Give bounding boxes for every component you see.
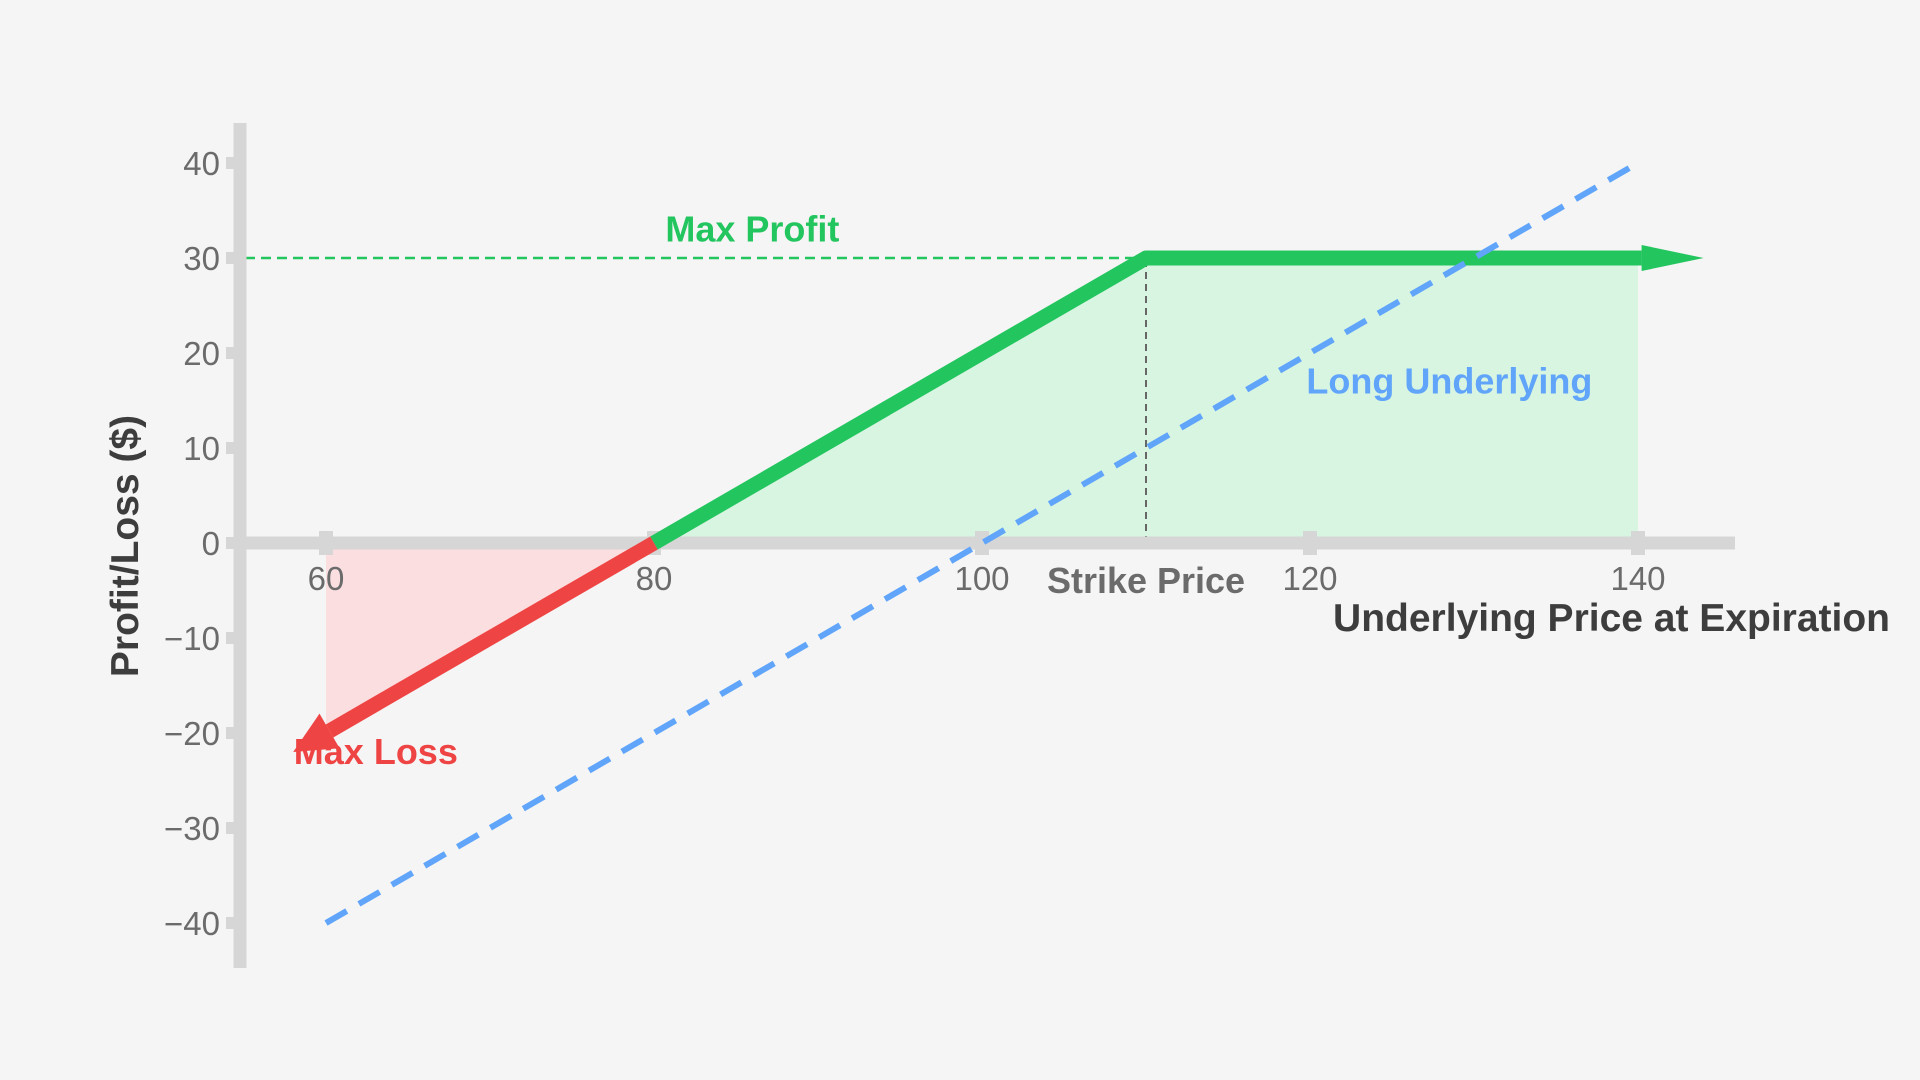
y-tick-mark xyxy=(226,157,240,169)
x-tick-mark xyxy=(319,531,333,555)
payoff-loss-arrowhead xyxy=(293,713,340,752)
y-tick-label: 40 xyxy=(183,145,220,182)
y-tick-mark xyxy=(226,822,240,834)
y-tick-mark xyxy=(226,537,240,549)
long-underlying-label: Long Underlying xyxy=(1306,361,1592,402)
y-tick-mark xyxy=(226,917,240,929)
x-tick-label: 80 xyxy=(636,560,673,597)
y-tick-label: 10 xyxy=(183,430,220,467)
payoff-profit-line xyxy=(650,250,1642,550)
x-tick-mark xyxy=(1303,531,1317,555)
y-tick-label: −10 xyxy=(164,620,220,657)
x-tick-mark xyxy=(1631,531,1645,555)
y-tick-mark xyxy=(226,727,240,739)
y-tick-label: 30 xyxy=(183,240,220,277)
payoff-loss-line xyxy=(325,536,658,738)
strike-price-label: Strike Price xyxy=(1047,560,1245,601)
y-tick-mark xyxy=(226,347,240,359)
long-underlying-line xyxy=(324,160,1640,926)
series xyxy=(293,160,1704,926)
shaded-regions xyxy=(326,258,1638,733)
y-tick-label: −20 xyxy=(164,715,220,752)
max-profit-label: Max Profit xyxy=(665,209,839,250)
y-axis-title: Profit/Loss ($) xyxy=(104,415,147,677)
y-tick-label: −30 xyxy=(164,810,220,847)
y-tick-mark xyxy=(226,252,240,264)
profit-region xyxy=(654,258,1638,543)
reference-lines xyxy=(245,256,1147,543)
y-tick-mark xyxy=(226,632,240,644)
y-tick-mark xyxy=(226,442,240,454)
max-loss-label: Max Loss xyxy=(294,731,458,772)
y-tick-label: 0 xyxy=(202,525,220,562)
y-tick-label: −40 xyxy=(164,905,220,942)
annotations: Max Profit Long Underlying Max Loss Strike … xyxy=(294,209,1593,773)
x-tick-label: 120 xyxy=(1282,560,1337,597)
payoff-profit-arrowhead xyxy=(1641,245,1704,271)
x-tick-label: 100 xyxy=(954,560,1009,597)
x-axis-title: Underlying Price at Expiration xyxy=(1333,597,1890,640)
y-tick-label: 20 xyxy=(183,335,220,372)
x-tick-mark xyxy=(975,531,989,555)
x-tick-label: 60 xyxy=(308,560,345,597)
x-tick-label: 140 xyxy=(1610,560,1665,597)
